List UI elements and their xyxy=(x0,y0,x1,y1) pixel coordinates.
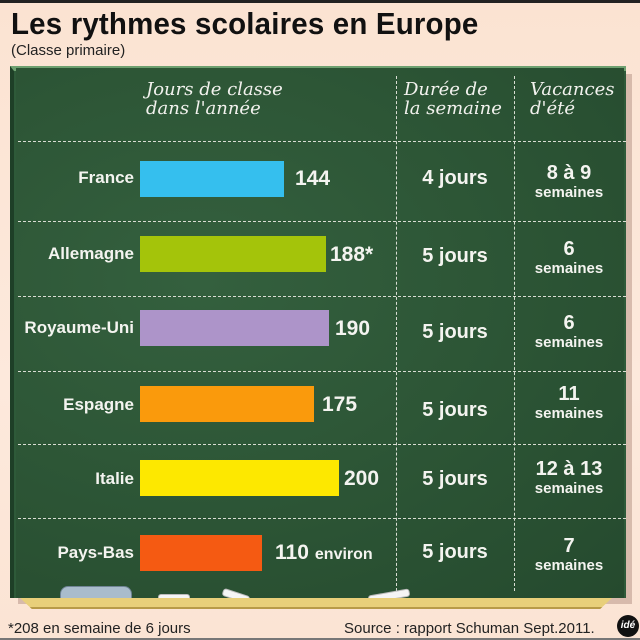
header-vac-line2: d'été xyxy=(530,98,576,119)
header-week-line2: la semaine xyxy=(404,98,502,119)
vac-unit: semaines xyxy=(534,557,604,574)
vac-unit: semaines xyxy=(534,260,604,277)
row-divider xyxy=(18,518,626,519)
week-duration: 4 jours xyxy=(422,167,488,189)
country-label: Italie xyxy=(95,469,134,488)
header-days-line1: Jours de classe xyxy=(146,79,283,100)
table-row: Pays-Bas 110 environ 5 jours 7 semaines xyxy=(0,518,640,592)
ide-logo-icon: idé xyxy=(617,615,639,637)
vac-number: 6 xyxy=(563,312,575,334)
table-row: Espagne 175 5 jours 11 semaines xyxy=(0,371,640,445)
week-duration: 5 jours xyxy=(422,399,488,421)
summer-vacation: 6 semaines xyxy=(518,312,620,351)
header-days-line2: dans l'année xyxy=(146,98,261,119)
vac-unit: semaines xyxy=(534,480,604,497)
table-row: France 144 4 jours 8 à 9 semaines xyxy=(0,145,640,219)
chart-title: Les rythmes scolaires en Europe xyxy=(11,6,479,41)
week-duration: 5 jours xyxy=(422,541,488,563)
top-border xyxy=(0,0,640,3)
footnote: *208 en semaine de 6 jours xyxy=(8,620,191,637)
bar-espagne xyxy=(140,386,314,422)
week-duration: 5 jours xyxy=(422,321,488,343)
vac-unit: semaines xyxy=(534,334,604,351)
header-vacances: Vacances d'été xyxy=(530,80,614,118)
row-divider xyxy=(18,296,626,297)
bar-italie xyxy=(140,460,339,496)
days-value: 110 environ xyxy=(275,541,373,564)
days-value: 200 xyxy=(344,467,380,490)
bottom-border xyxy=(0,638,640,640)
column-divider xyxy=(396,76,398,591)
country-label: Allemagne xyxy=(48,244,134,263)
country-label: Royaume-Uni xyxy=(24,318,134,337)
summer-vacation: 12 à 13 semaines xyxy=(518,458,620,497)
vac-unit: semaines xyxy=(534,405,604,422)
summer-vacation: 7 semaines xyxy=(518,535,620,574)
vac-number: 7 xyxy=(563,535,575,557)
bar-france xyxy=(140,161,284,197)
days-value: 190 xyxy=(335,317,371,340)
header-week-line1: Durée de xyxy=(404,79,488,100)
days-suffix: environ xyxy=(314,546,373,563)
summer-vacation: 8 à 9 semaines xyxy=(518,162,620,201)
chart-subtitle: (Classe primaire) xyxy=(11,42,126,59)
row-divider xyxy=(18,371,626,372)
source-note: Source : rapport Schuman Sept.2011. xyxy=(344,620,595,637)
header-week: Durée de la semaine xyxy=(404,80,502,118)
summer-vacation: 11 semaines xyxy=(518,383,620,422)
column-divider xyxy=(514,76,516,591)
days-value: 175 xyxy=(322,393,358,416)
week-duration: 5 jours xyxy=(422,245,488,267)
header-vac-line1: Vacances xyxy=(530,79,615,100)
country-label: France xyxy=(78,168,134,187)
days-value: 188* xyxy=(330,243,374,266)
chalk-tray xyxy=(20,598,612,609)
header-days: Jours de classe dans l'année xyxy=(146,80,283,118)
week-duration: 5 jours xyxy=(422,468,488,490)
table-row: Italie 200 5 jours 12 à 13 semaines xyxy=(0,444,640,518)
row-divider xyxy=(18,141,626,142)
table-row: Allemagne 188* 5 jours 6 semaines xyxy=(0,221,640,295)
bar-royaume-uni xyxy=(140,310,329,346)
summer-vacation: 6 semaines xyxy=(518,238,620,277)
days-value: 144 xyxy=(295,167,331,190)
vac-number: 8 à 9 xyxy=(546,162,592,184)
vac-number: 11 xyxy=(558,383,580,405)
country-label: Pays-Bas xyxy=(57,543,134,562)
vac-number: 6 xyxy=(563,238,575,260)
row-divider xyxy=(18,444,626,445)
country-label: Espagne xyxy=(63,395,134,414)
bar-allemagne xyxy=(140,236,326,272)
bar-pays-bas xyxy=(140,535,262,571)
table-row: Royaume-Uni 190 5 jours 6 semaines xyxy=(0,296,640,370)
vac-unit: semaines xyxy=(534,184,604,201)
row-divider xyxy=(18,221,626,222)
vac-number: 12 à 13 xyxy=(535,458,603,480)
